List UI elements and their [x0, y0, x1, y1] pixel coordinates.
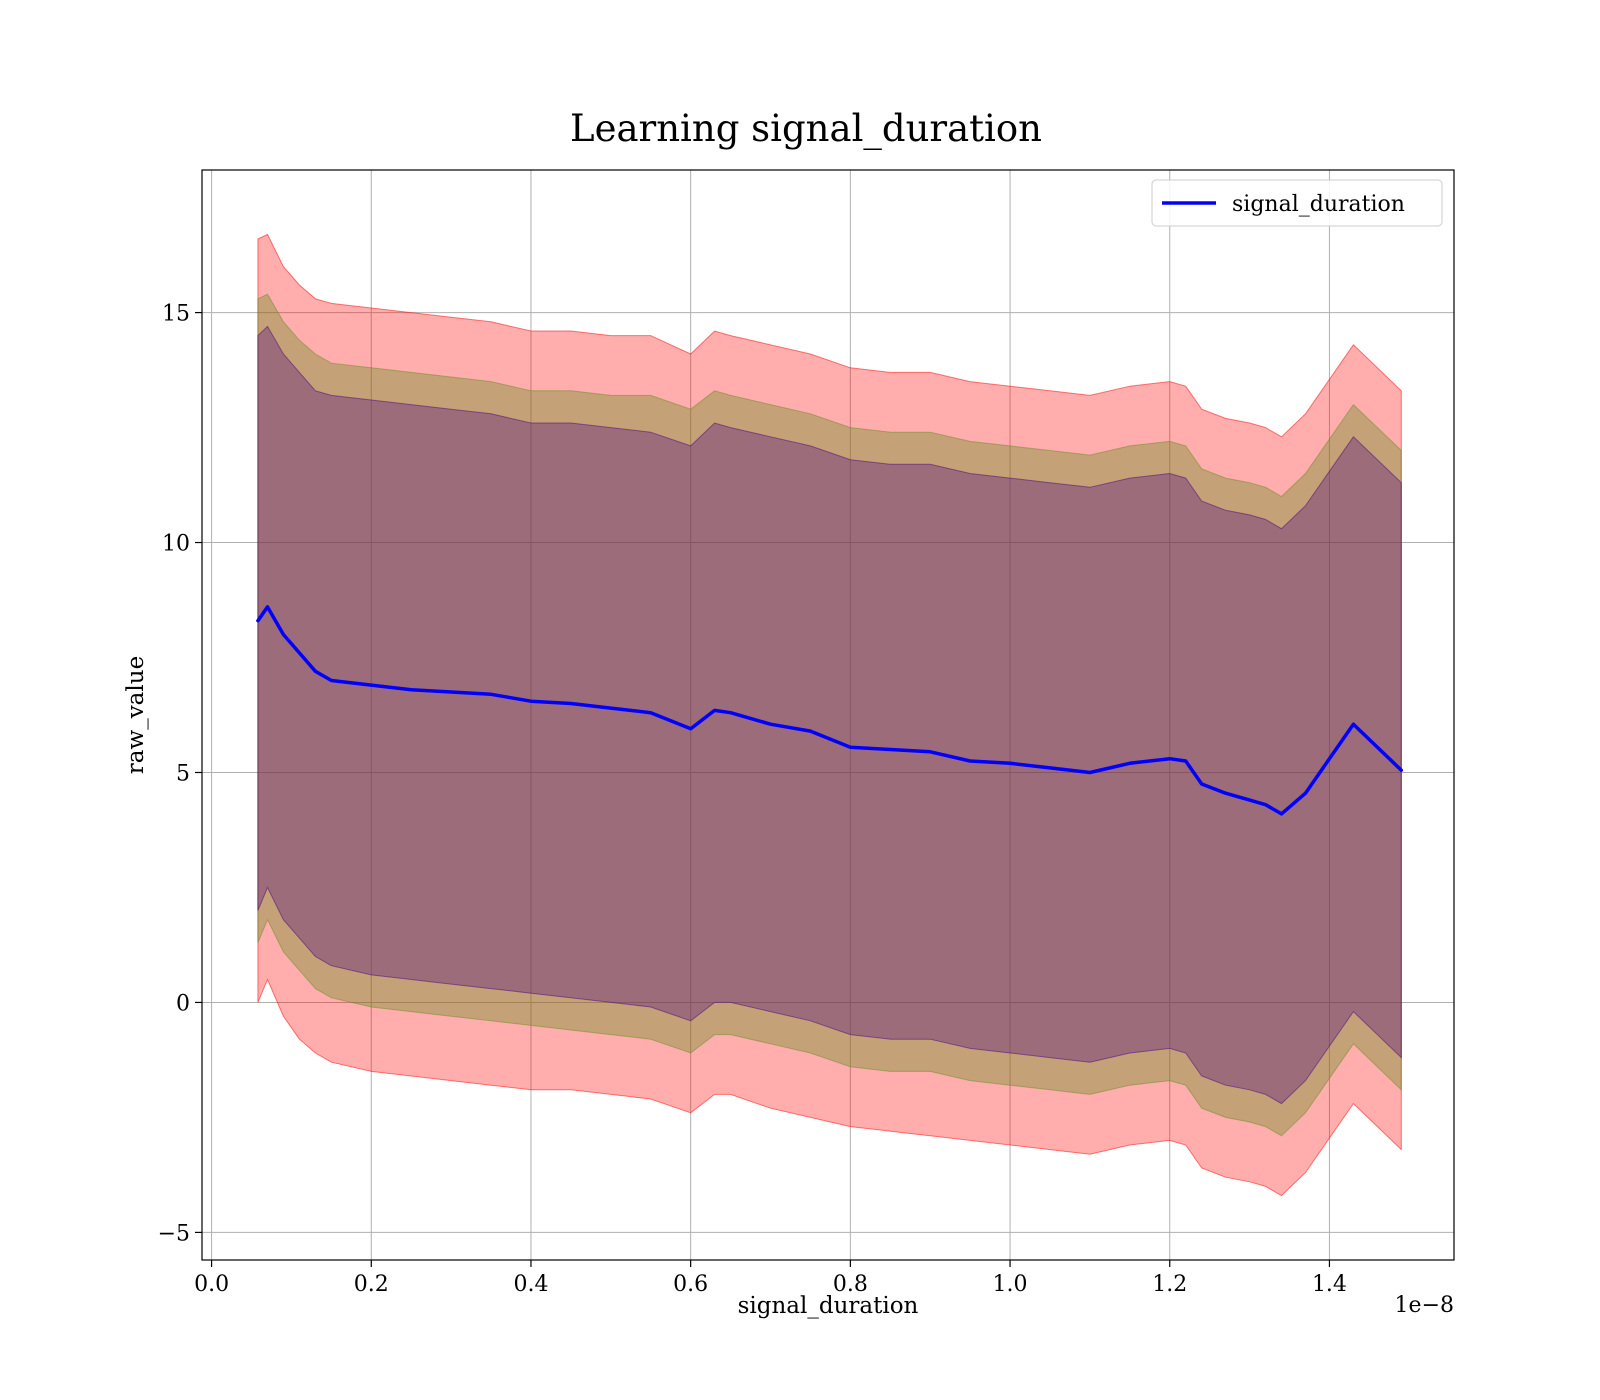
- confidence-band: [257, 293, 1402, 1137]
- x-tick-label: 1.0: [993, 1272, 1028, 1297]
- x-tick-label: 0.4: [513, 1272, 548, 1297]
- confidence-bands: [257, 233, 1402, 1197]
- x-axis-label: signal_duration: [738, 1293, 919, 1319]
- y-tick-label: 0: [176, 991, 190, 1016]
- x-tick-label: 1.2: [1152, 1272, 1187, 1297]
- axis-ticks: 0.0 0.2 0.4 0.6 0.8 1.0 1.2 1.4 −5 0 5 10 15: [158, 302, 1347, 1297]
- legend-box: [1151, 179, 1443, 227]
- series-lines: [256, 605, 1404, 816]
- x-tick-label: 0.2: [354, 1272, 389, 1297]
- series-line: [256, 605, 1404, 816]
- y-tick-label: 10: [162, 532, 190, 557]
- grid: [202, 170, 1454, 1260]
- y-tick-label: −5: [158, 1221, 190, 1246]
- x-axis-offset-label: 1e−8: [1395, 1293, 1454, 1318]
- confidence-band: [257, 233, 1402, 1197]
- confidence-band: [257, 325, 1402, 1105]
- y-tick-label: 15: [162, 302, 190, 327]
- y-axis-label: raw_value: [123, 656, 149, 774]
- x-tick-label: 0.6: [673, 1272, 708, 1297]
- x-tick-label: 0.8: [833, 1272, 868, 1297]
- plot-frame: [201, 169, 1455, 1261]
- x-tick-label: 1.4: [1312, 1272, 1347, 1297]
- legend: signal_duration: [1151, 179, 1443, 227]
- x-tick-label: 0.0: [194, 1272, 229, 1297]
- chart-title: Learning signal_duration: [570, 107, 1042, 151]
- legend-entry: signal_duration: [1232, 192, 1405, 217]
- y-tick-label: 5: [176, 761, 190, 786]
